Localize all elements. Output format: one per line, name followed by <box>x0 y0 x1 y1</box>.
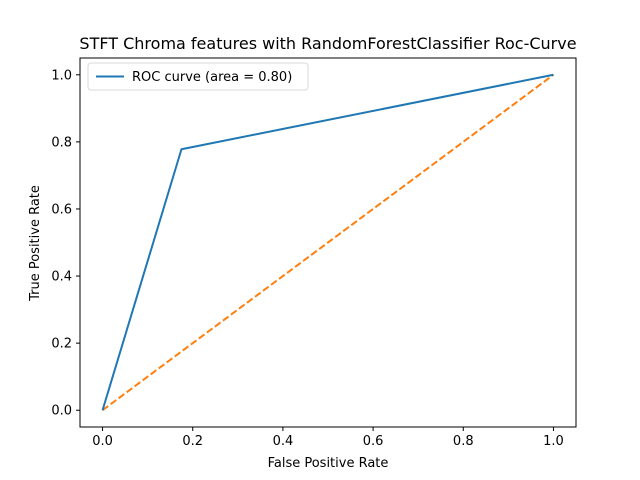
y-tick-label: 1.0 <box>51 68 72 83</box>
x-axis-label: False Positive Rate <box>268 456 389 471</box>
y-tick-label: 0.0 <box>51 404 72 419</box>
y-tick-label: 0.4 <box>51 270 72 285</box>
x-tick-label: 0.2 <box>182 434 203 449</box>
series-layer <box>101 73 555 412</box>
x-tick-label: 1.0 <box>543 434 564 449</box>
y-tick-label: 0.2 <box>51 337 72 352</box>
y-axis-label: True Positive Rate <box>28 185 43 302</box>
legend-label: ROC curve (area = 0.80) <box>132 70 292 85</box>
roc-curve-line <box>101 73 554 411</box>
x-tick-label: 0.0 <box>92 434 113 449</box>
chance-diagonal-line <box>101 73 555 412</box>
legend: ROC curve (area = 0.80) <box>87 62 309 91</box>
y-axis-ticks: 0.0 0.2 0.4 0.6 0.8 1.0 <box>51 68 80 419</box>
x-tick-label: 0.8 <box>453 434 474 449</box>
x-tick-label: 0.6 <box>363 434 384 449</box>
x-tick-label: 0.4 <box>273 434 294 449</box>
chart-title: STFT Chroma features with RandomForestCl… <box>79 34 576 53</box>
y-tick-label: 0.8 <box>51 135 72 150</box>
legend-box <box>87 62 309 91</box>
x-axis-ticks: 0.0 0.2 0.4 0.6 0.8 1.0 <box>92 427 564 449</box>
y-tick-label: 0.6 <box>51 202 72 217</box>
plot-frame <box>79 57 577 428</box>
